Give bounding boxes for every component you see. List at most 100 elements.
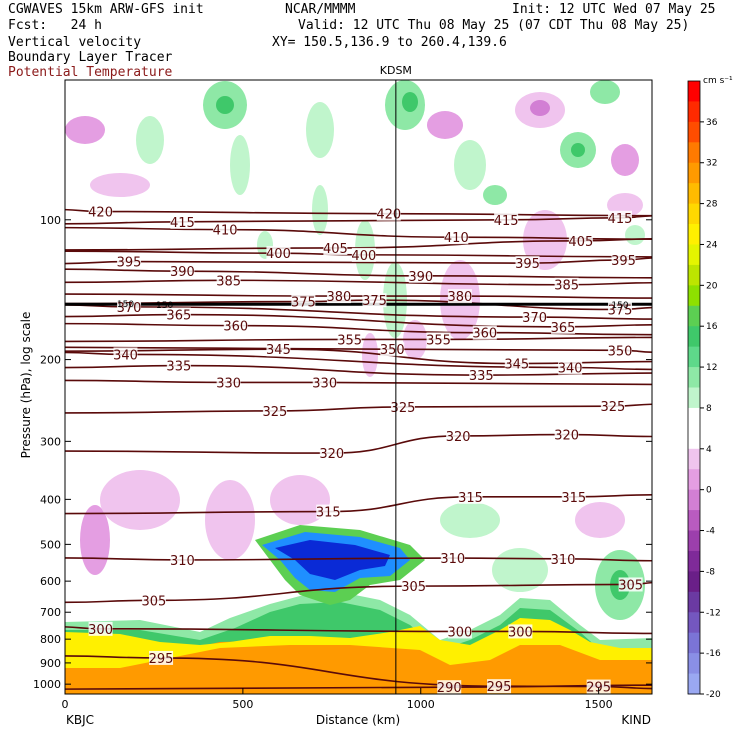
tropopause-label: 150: [156, 301, 173, 311]
theta-label-bg: [362, 293, 387, 308]
theta-label-395: 395: [117, 256, 142, 271]
theta-label-420: 420: [88, 206, 113, 221]
w-descent-blob: [65, 116, 105, 144]
colorbar-swatch: [688, 510, 700, 532]
theta-label-bg: [216, 375, 241, 390]
y-tick-label: 900: [40, 657, 61, 670]
theta-label-365: 365: [551, 321, 576, 336]
colorbar-unit: cm s⁻¹: [703, 76, 733, 86]
theta-label-330: 330: [312, 376, 337, 391]
theta-label-300: 300: [447, 625, 472, 640]
y-tick-label: 600: [40, 575, 61, 588]
theta-label-bg: [458, 489, 483, 504]
theta-label-bg: [607, 343, 632, 358]
y-tick-label: 200: [40, 354, 61, 367]
theta-label-bg: [440, 551, 465, 566]
theta-label-335: 335: [166, 360, 191, 375]
theta-label-330: 330: [216, 376, 241, 391]
colorbar-swatch: [688, 101, 700, 123]
cross-section-coordinates: XY= 150.5,136.9 to 260.4,139.6: [272, 35, 507, 50]
theta-label-340: 340: [113, 348, 138, 363]
theta-label-bg: [426, 332, 451, 347]
theta-label-360: 360: [223, 320, 248, 335]
colorbar-swatch: [688, 264, 700, 286]
w-ascent-core: [216, 96, 234, 114]
theta-label-315: 315: [458, 491, 483, 506]
theta-label-bg: [618, 577, 643, 592]
theta-label-295: 295: [586, 681, 611, 696]
colorbar-swatch: [688, 632, 700, 654]
theta-label-bg: [472, 325, 497, 340]
theta-label-310: 310: [440, 552, 465, 567]
theta-label-380: 380: [447, 290, 472, 305]
theta-label-320: 320: [319, 447, 344, 462]
theta-label-bg: [600, 399, 625, 414]
theta-contour-415: [65, 215, 652, 225]
colorbar-swatch: [688, 203, 700, 225]
theta-label-405: 405: [568, 235, 593, 250]
w-ascent-blob: [625, 225, 645, 245]
theta-label-375: 375: [608, 303, 633, 318]
org-label: NCAR/MMMM: [285, 2, 356, 17]
theta-label-bg: [611, 252, 636, 267]
colorbar-tick-label: -12: [706, 608, 721, 618]
theta-label-310: 310: [551, 553, 576, 568]
colorbar-swatch: [688, 162, 700, 184]
w-descent-blob: [427, 111, 463, 139]
theta-label-320: 320: [554, 429, 579, 444]
forecast-hour: Fcst: 24 h: [8, 18, 102, 33]
theta-label-390: 390: [408, 270, 433, 285]
theta-label-bg: [216, 273, 241, 288]
colorbar-swatch: [688, 673, 700, 695]
y-tick-label: 300: [40, 435, 61, 448]
colorbar-tick-label: 4: [706, 445, 712, 455]
theta-label-bg: [551, 319, 576, 334]
theta-label-bg: [141, 593, 166, 608]
colorbar-tick-label: -20: [706, 690, 721, 700]
theta-label-320: 320: [446, 430, 471, 445]
colorbar-swatch: [688, 244, 700, 266]
colorbar-swatch: [688, 305, 700, 327]
theta-label-410: 410: [213, 224, 238, 239]
w-descent-blob: [90, 173, 150, 197]
theta-label-bg: [446, 428, 471, 443]
theta-label-bg: [437, 680, 462, 694]
theta-label-bg: [88, 621, 113, 636]
w-ascent-core: [402, 92, 418, 112]
theta-label-bg: [487, 679, 512, 694]
theta-contour-310: [65, 557, 652, 562]
w-descent-blob: [100, 470, 180, 530]
theta-label-bg: [376, 206, 401, 221]
theta-label-bg: [408, 268, 433, 283]
x-axis-label: Distance (km): [316, 713, 400, 727]
w-ascent-core: [571, 143, 585, 157]
x-axis: 0 500 1000 1500: [62, 688, 613, 711]
w-ascent-blob: [306, 102, 334, 158]
colorbar-swatch: [688, 367, 700, 388]
theta-label-bg: [113, 347, 138, 362]
station-label-kbjc: KBJC: [66, 713, 94, 727]
theta-label-335: 335: [469, 369, 494, 384]
convective-plume-deep: [275, 540, 390, 580]
theta-label-350: 350: [608, 344, 633, 359]
w-descent-blob: [523, 210, 567, 270]
init-time: Init: 12 UTC Wed 07 May 25: [512, 2, 716, 17]
theta-label-325: 325: [600, 400, 625, 415]
theta-label-410: 410: [444, 231, 469, 246]
theta-contour-385: [65, 279, 652, 286]
colorbar-swatch: [688, 121, 700, 143]
theta-label-bg: [117, 254, 142, 269]
colorbar-swatch: [688, 387, 700, 409]
w-ascent-blob: [136, 116, 164, 164]
theta-contour-390: [65, 268, 652, 279]
theta-label-315: 315: [561, 491, 586, 506]
theta-label-bg: [390, 399, 415, 414]
colorbar-swatch: [688, 285, 700, 307]
tropopause-label: 150: [611, 301, 628, 311]
colorbar-swatch: [688, 428, 700, 450]
colorbar-swatch: [688, 326, 700, 348]
theta-label-400: 400: [351, 249, 376, 264]
w-ascent-blob: [590, 80, 620, 104]
colorbar-swatch: [688, 448, 700, 470]
